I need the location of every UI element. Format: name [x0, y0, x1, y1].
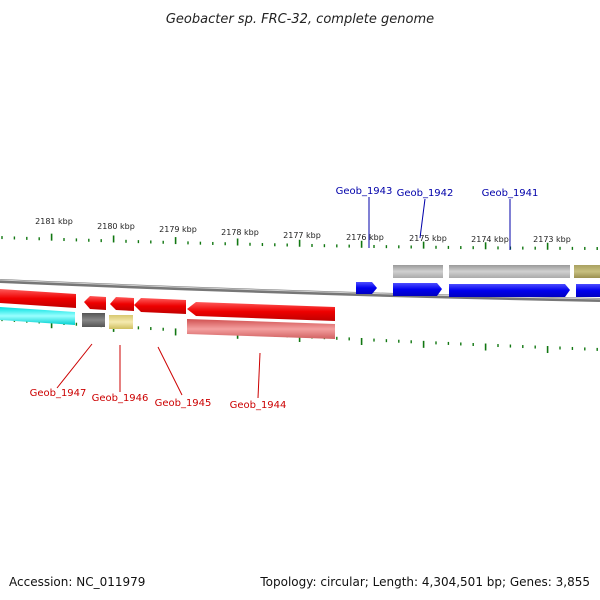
- feature-pink-1944: [187, 319, 335, 339]
- genome-backbone: [0, 279, 600, 302]
- tick-label-2175: 2175 kbp: [409, 234, 447, 243]
- genome-backbone-highlight: [0, 279, 600, 300]
- label-geob-1942: Geob_1942: [397, 188, 454, 199]
- gene-geob-1944[interactable]: [187, 302, 335, 321]
- gene-reverse-edge[interactable]: [0, 289, 76, 308]
- tick-label-2174: 2174 kbp: [471, 235, 509, 244]
- gene-geob-1943[interactable]: [356, 282, 377, 294]
- genome-summary-text: Topology: circular; Length: 4,304,501 bp…: [259, 575, 590, 589]
- tick-label-2176: 2176 kbp: [346, 233, 384, 242]
- accession-text: Accession: NC_011979: [9, 575, 145, 589]
- label-geob-1941: Geob_1941: [482, 188, 539, 199]
- tick-label-2179: 2179 kbp: [159, 225, 197, 234]
- label-geob-1945: Geob_1945: [155, 398, 212, 409]
- tick-row-top: [1, 233, 598, 250]
- label-geob-1943: Geob_1943: [336, 186, 393, 197]
- feature-gray-1941: [449, 265, 570, 278]
- gene-geob-1945[interactable]: [134, 298, 186, 314]
- feature-dark-1947: [82, 313, 105, 327]
- tick-label-2177: 2177 kbp: [283, 231, 321, 240]
- map-title: Geobacter sp. FRC-32, complete genome: [166, 12, 434, 27]
- tick-labels: 2181 kbp 2180 kbp 2179 kbp 2178 kbp 2177…: [35, 217, 571, 244]
- leader-line-1947: [56, 343, 93, 389]
- leader-line-1944: [257, 352, 261, 399]
- tick-label-2181: 2181 kbp: [35, 217, 73, 226]
- leader-line-1945: [157, 346, 183, 396]
- tick-label-2180: 2180 kbp: [97, 222, 135, 231]
- label-geob-1947: Geob_1947: [30, 388, 87, 399]
- leader-line-1942: [419, 198, 426, 239]
- gene-forward-edge[interactable]: [576, 284, 600, 297]
- feature-olive: [574, 265, 600, 278]
- feature-cyan: [0, 307, 75, 325]
- feature-gray-1942: [393, 265, 443, 278]
- feature-yellow-1946: [109, 315, 133, 329]
- label-geob-1946: Geob_1946: [92, 393, 149, 404]
- label-geob-1944: Geob_1944: [230, 400, 287, 411]
- gene-geob-1941[interactable]: [449, 284, 570, 297]
- tick-label-2173: 2173 kbp: [533, 235, 571, 244]
- gene-geob-1946[interactable]: [110, 297, 134, 311]
- gene-geob-1942[interactable]: [393, 283, 442, 296]
- gene-geob-1947[interactable]: [84, 296, 106, 310]
- tick-label-2178: 2178 kbp: [221, 228, 259, 237]
